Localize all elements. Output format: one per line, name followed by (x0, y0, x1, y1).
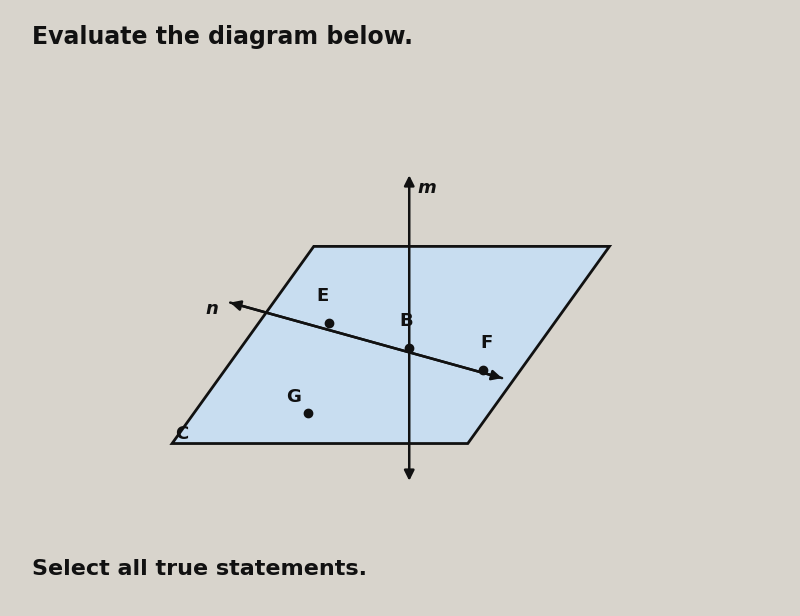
Text: m: m (418, 179, 436, 197)
Text: E: E (317, 287, 329, 305)
Text: B: B (399, 312, 413, 330)
Text: C: C (174, 425, 188, 444)
Text: G: G (286, 388, 302, 407)
Text: Evaluate the diagram below.: Evaluate the diagram below. (32, 25, 413, 49)
Polygon shape (172, 246, 610, 444)
Text: Select all true statements.: Select all true statements. (32, 559, 367, 579)
Text: n: n (206, 300, 218, 318)
Text: F: F (480, 334, 492, 352)
